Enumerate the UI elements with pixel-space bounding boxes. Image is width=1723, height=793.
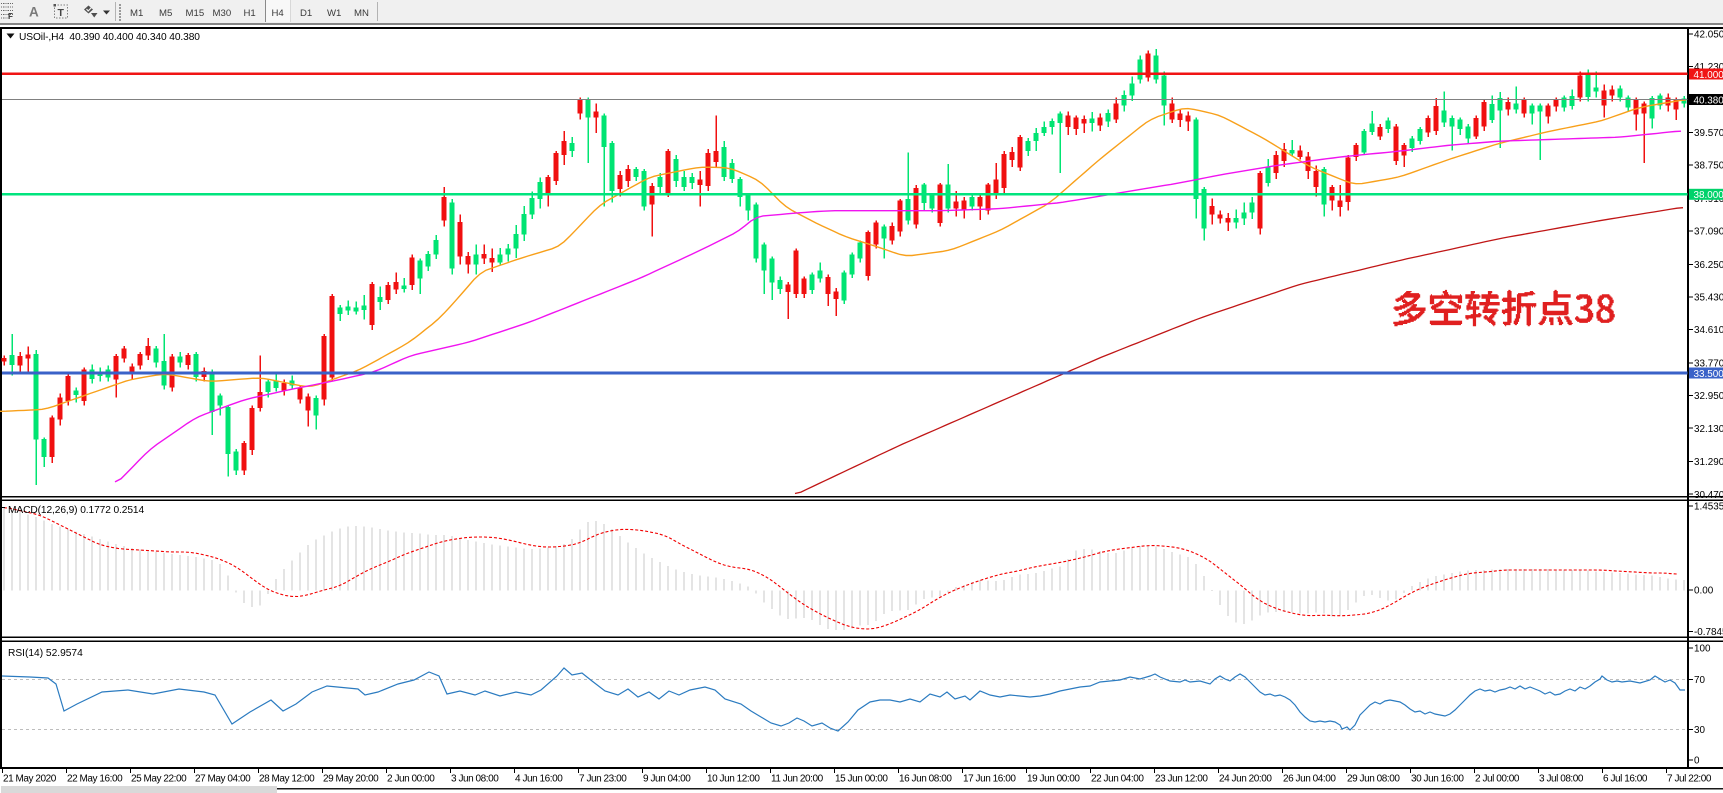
svg-text:19 Jun 00:00: 19 Jun 00:00 bbox=[1027, 774, 1080, 785]
svg-text:23 Jun 12:00: 23 Jun 12:00 bbox=[1155, 774, 1208, 785]
svg-text:H1: H1 bbox=[244, 8, 256, 19]
svg-text:H4: H4 bbox=[272, 8, 285, 19]
svg-text:M15: M15 bbox=[186, 8, 205, 19]
svg-text:30: 30 bbox=[1694, 725, 1705, 736]
svg-text:15 Jun 00:00: 15 Jun 00:00 bbox=[835, 774, 888, 785]
svg-text:100: 100 bbox=[1694, 644, 1711, 655]
svg-text:3 Jun 08:00: 3 Jun 08:00 bbox=[451, 774, 499, 785]
svg-text:M30: M30 bbox=[213, 8, 232, 19]
svg-text:7 Jul 22:00: 7 Jul 22:00 bbox=[1667, 774, 1712, 785]
svg-text:38.750: 38.750 bbox=[1694, 161, 1723, 172]
svg-text:41.230: 41.230 bbox=[1694, 62, 1723, 73]
svg-text:29 Jun 08:00: 29 Jun 08:00 bbox=[1347, 774, 1400, 785]
svg-text:32.950: 32.950 bbox=[1694, 391, 1723, 402]
svg-text:2 Jul 00:00: 2 Jul 00:00 bbox=[1475, 774, 1520, 785]
svg-text:F: F bbox=[8, 12, 13, 21]
svg-text:MN: MN bbox=[354, 8, 369, 19]
svg-text:41.000: 41.000 bbox=[1694, 70, 1723, 81]
svg-text:33.500: 33.500 bbox=[1694, 369, 1723, 380]
svg-text:0: 0 bbox=[1694, 756, 1700, 767]
svg-text:USOil-,H4 40.390 40.400 40.34: USOil-,H4 40.390 40.400 40.340 40.380 bbox=[19, 32, 200, 43]
svg-text:4 Jun 16:00: 4 Jun 16:00 bbox=[515, 774, 563, 785]
svg-text:33.770: 33.770 bbox=[1694, 359, 1723, 370]
svg-text:39.570: 39.570 bbox=[1694, 128, 1723, 139]
svg-text:29 May 20:00: 29 May 20:00 bbox=[323, 774, 379, 785]
svg-text:D1: D1 bbox=[300, 8, 312, 19]
svg-text:24 Jun 20:00: 24 Jun 20:00 bbox=[1219, 774, 1272, 785]
svg-text:W1: W1 bbox=[327, 8, 341, 19]
svg-text:A: A bbox=[29, 5, 39, 20]
svg-text:25 May 22:00: 25 May 22:00 bbox=[131, 774, 187, 785]
svg-text:M5: M5 bbox=[159, 8, 172, 19]
svg-text:70: 70 bbox=[1694, 675, 1705, 686]
svg-text:11 Jun 20:00: 11 Jun 20:00 bbox=[771, 774, 824, 785]
svg-text:17 Jun 16:00: 17 Jun 16:00 bbox=[963, 774, 1016, 785]
svg-text:6 Jul 16:00: 6 Jul 16:00 bbox=[1603, 774, 1648, 785]
svg-text:16 Jun 08:00: 16 Jun 08:00 bbox=[899, 774, 952, 785]
svg-text:T: T bbox=[58, 7, 65, 19]
svg-text:1.4535: 1.4535 bbox=[1694, 502, 1723, 513]
svg-text:27 May 04:00: 27 May 04:00 bbox=[195, 774, 251, 785]
svg-text:2 Jun 00:00: 2 Jun 00:00 bbox=[387, 774, 435, 785]
svg-text:22 Jun 04:00: 22 Jun 04:00 bbox=[1091, 774, 1144, 785]
svg-text:21 May 2020: 21 May 2020 bbox=[3, 774, 57, 785]
svg-text:36.250: 36.250 bbox=[1694, 260, 1723, 271]
svg-text:MACD(12,26,9) 0.1772 0.2514: MACD(12,26,9) 0.1772 0.2514 bbox=[8, 505, 144, 516]
svg-text:28 May 12:00: 28 May 12:00 bbox=[259, 774, 315, 785]
svg-text:9 Jun 04:00: 9 Jun 04:00 bbox=[643, 774, 691, 785]
svg-text:35.430: 35.430 bbox=[1694, 293, 1723, 304]
svg-text:40.380: 40.380 bbox=[1694, 95, 1723, 106]
svg-text:RSI(14) 52.9574: RSI(14) 52.9574 bbox=[8, 648, 83, 659]
svg-text:42.050: 42.050 bbox=[1694, 30, 1723, 41]
svg-text:26 Jun 04:00: 26 Jun 04:00 bbox=[1283, 774, 1336, 785]
svg-text:31.290: 31.290 bbox=[1694, 457, 1723, 468]
svg-text:M1: M1 bbox=[130, 8, 143, 19]
svg-text:-0.7845: -0.7845 bbox=[1694, 627, 1723, 638]
svg-text:32.130: 32.130 bbox=[1694, 424, 1723, 435]
svg-text:30 Jun 16:00: 30 Jun 16:00 bbox=[1411, 774, 1464, 785]
svg-text:22 May 16:00: 22 May 16:00 bbox=[67, 774, 123, 785]
svg-text:30.470: 30.470 bbox=[1694, 490, 1723, 501]
svg-text:10 Jun 12:00: 10 Jun 12:00 bbox=[707, 774, 760, 785]
svg-text:3 Jul 08:00: 3 Jul 08:00 bbox=[1539, 774, 1584, 785]
svg-text:37.090: 37.090 bbox=[1694, 227, 1723, 238]
svg-text:7 Jun 23:00: 7 Jun 23:00 bbox=[579, 774, 627, 785]
svg-text:38.000: 38.000 bbox=[1694, 190, 1723, 201]
svg-text:0.00: 0.00 bbox=[1694, 586, 1714, 597]
svg-text:34.610: 34.610 bbox=[1694, 325, 1723, 336]
